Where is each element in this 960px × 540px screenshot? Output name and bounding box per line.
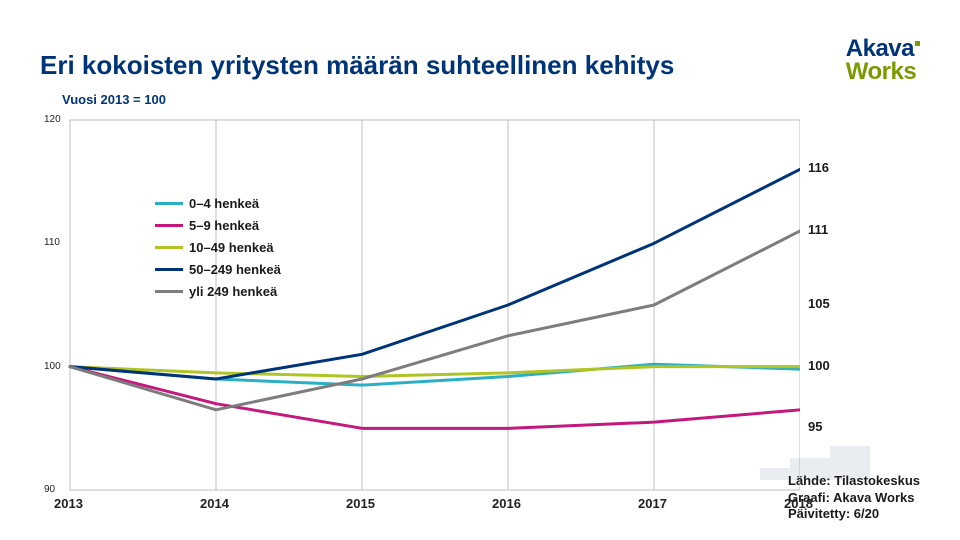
x-tick-label: 2016	[492, 496, 521, 511]
series-end-label: 100	[808, 358, 830, 373]
series-end-label: 116	[808, 160, 829, 175]
chart-legend: 0–4 henkeä 5–9 henkeä 10–49 henkeä 50–249 h…	[155, 192, 281, 302]
legend-swatch	[155, 224, 183, 227]
legend-swatch	[155, 290, 183, 293]
legend-label: 0–4 henkeä	[189, 196, 259, 211]
y-tick-label: 100	[44, 361, 61, 372]
source-line1: Lähde: Tilastokeskus	[788, 473, 920, 489]
legend-swatch	[155, 268, 183, 271]
y-tick-label: 120	[44, 114, 61, 125]
chart-subtitle: Vuosi 2013 = 100	[62, 92, 166, 107]
line-chart: 0–4 henkeä 5–9 henkeä 10–49 henkeä 50–249 h…	[40, 112, 800, 500]
x-tick-label: 2013	[54, 496, 83, 511]
logo-line2: Works	[846, 61, 920, 84]
legend-item: 5–9 henkeä	[155, 214, 281, 236]
source-attribution: Lähde: Tilastokeskus Graafi: Akava Works…	[788, 473, 920, 522]
x-tick-label: 2017	[638, 496, 667, 511]
source-line2: Graafi: Akava Works	[788, 490, 920, 506]
y-tick-label: 110	[44, 237, 60, 248]
legend-swatch	[155, 246, 183, 249]
legend-label: 10–49 henkeä	[189, 240, 274, 255]
legend-item: 10–49 henkeä	[155, 236, 281, 258]
legend-swatch	[155, 202, 183, 205]
legend-label: yli 249 henkeä	[189, 284, 277, 299]
legend-label: 50–249 henkeä	[189, 262, 281, 277]
legend-item: 50–249 henkeä	[155, 258, 281, 280]
legend-item: 0–4 henkeä	[155, 192, 281, 214]
chart-title: Eri kokoisten yritysten määrän suhteelli…	[40, 50, 674, 81]
y-tick-label: 90	[44, 484, 55, 495]
source-line3: Päivitetty: 6/20	[788, 506, 920, 522]
series-end-label: 95	[808, 419, 822, 434]
brand-logo: Akava Works	[846, 38, 920, 84]
x-tick-label: 2014	[200, 496, 229, 511]
legend-label: 5–9 henkeä	[189, 218, 259, 233]
chart-svg	[40, 112, 800, 500]
legend-item: yli 249 henkeä	[155, 280, 281, 302]
x-tick-label: 2015	[346, 496, 375, 511]
series-end-label: 111	[808, 222, 828, 237]
series-end-label: 105	[808, 296, 830, 311]
